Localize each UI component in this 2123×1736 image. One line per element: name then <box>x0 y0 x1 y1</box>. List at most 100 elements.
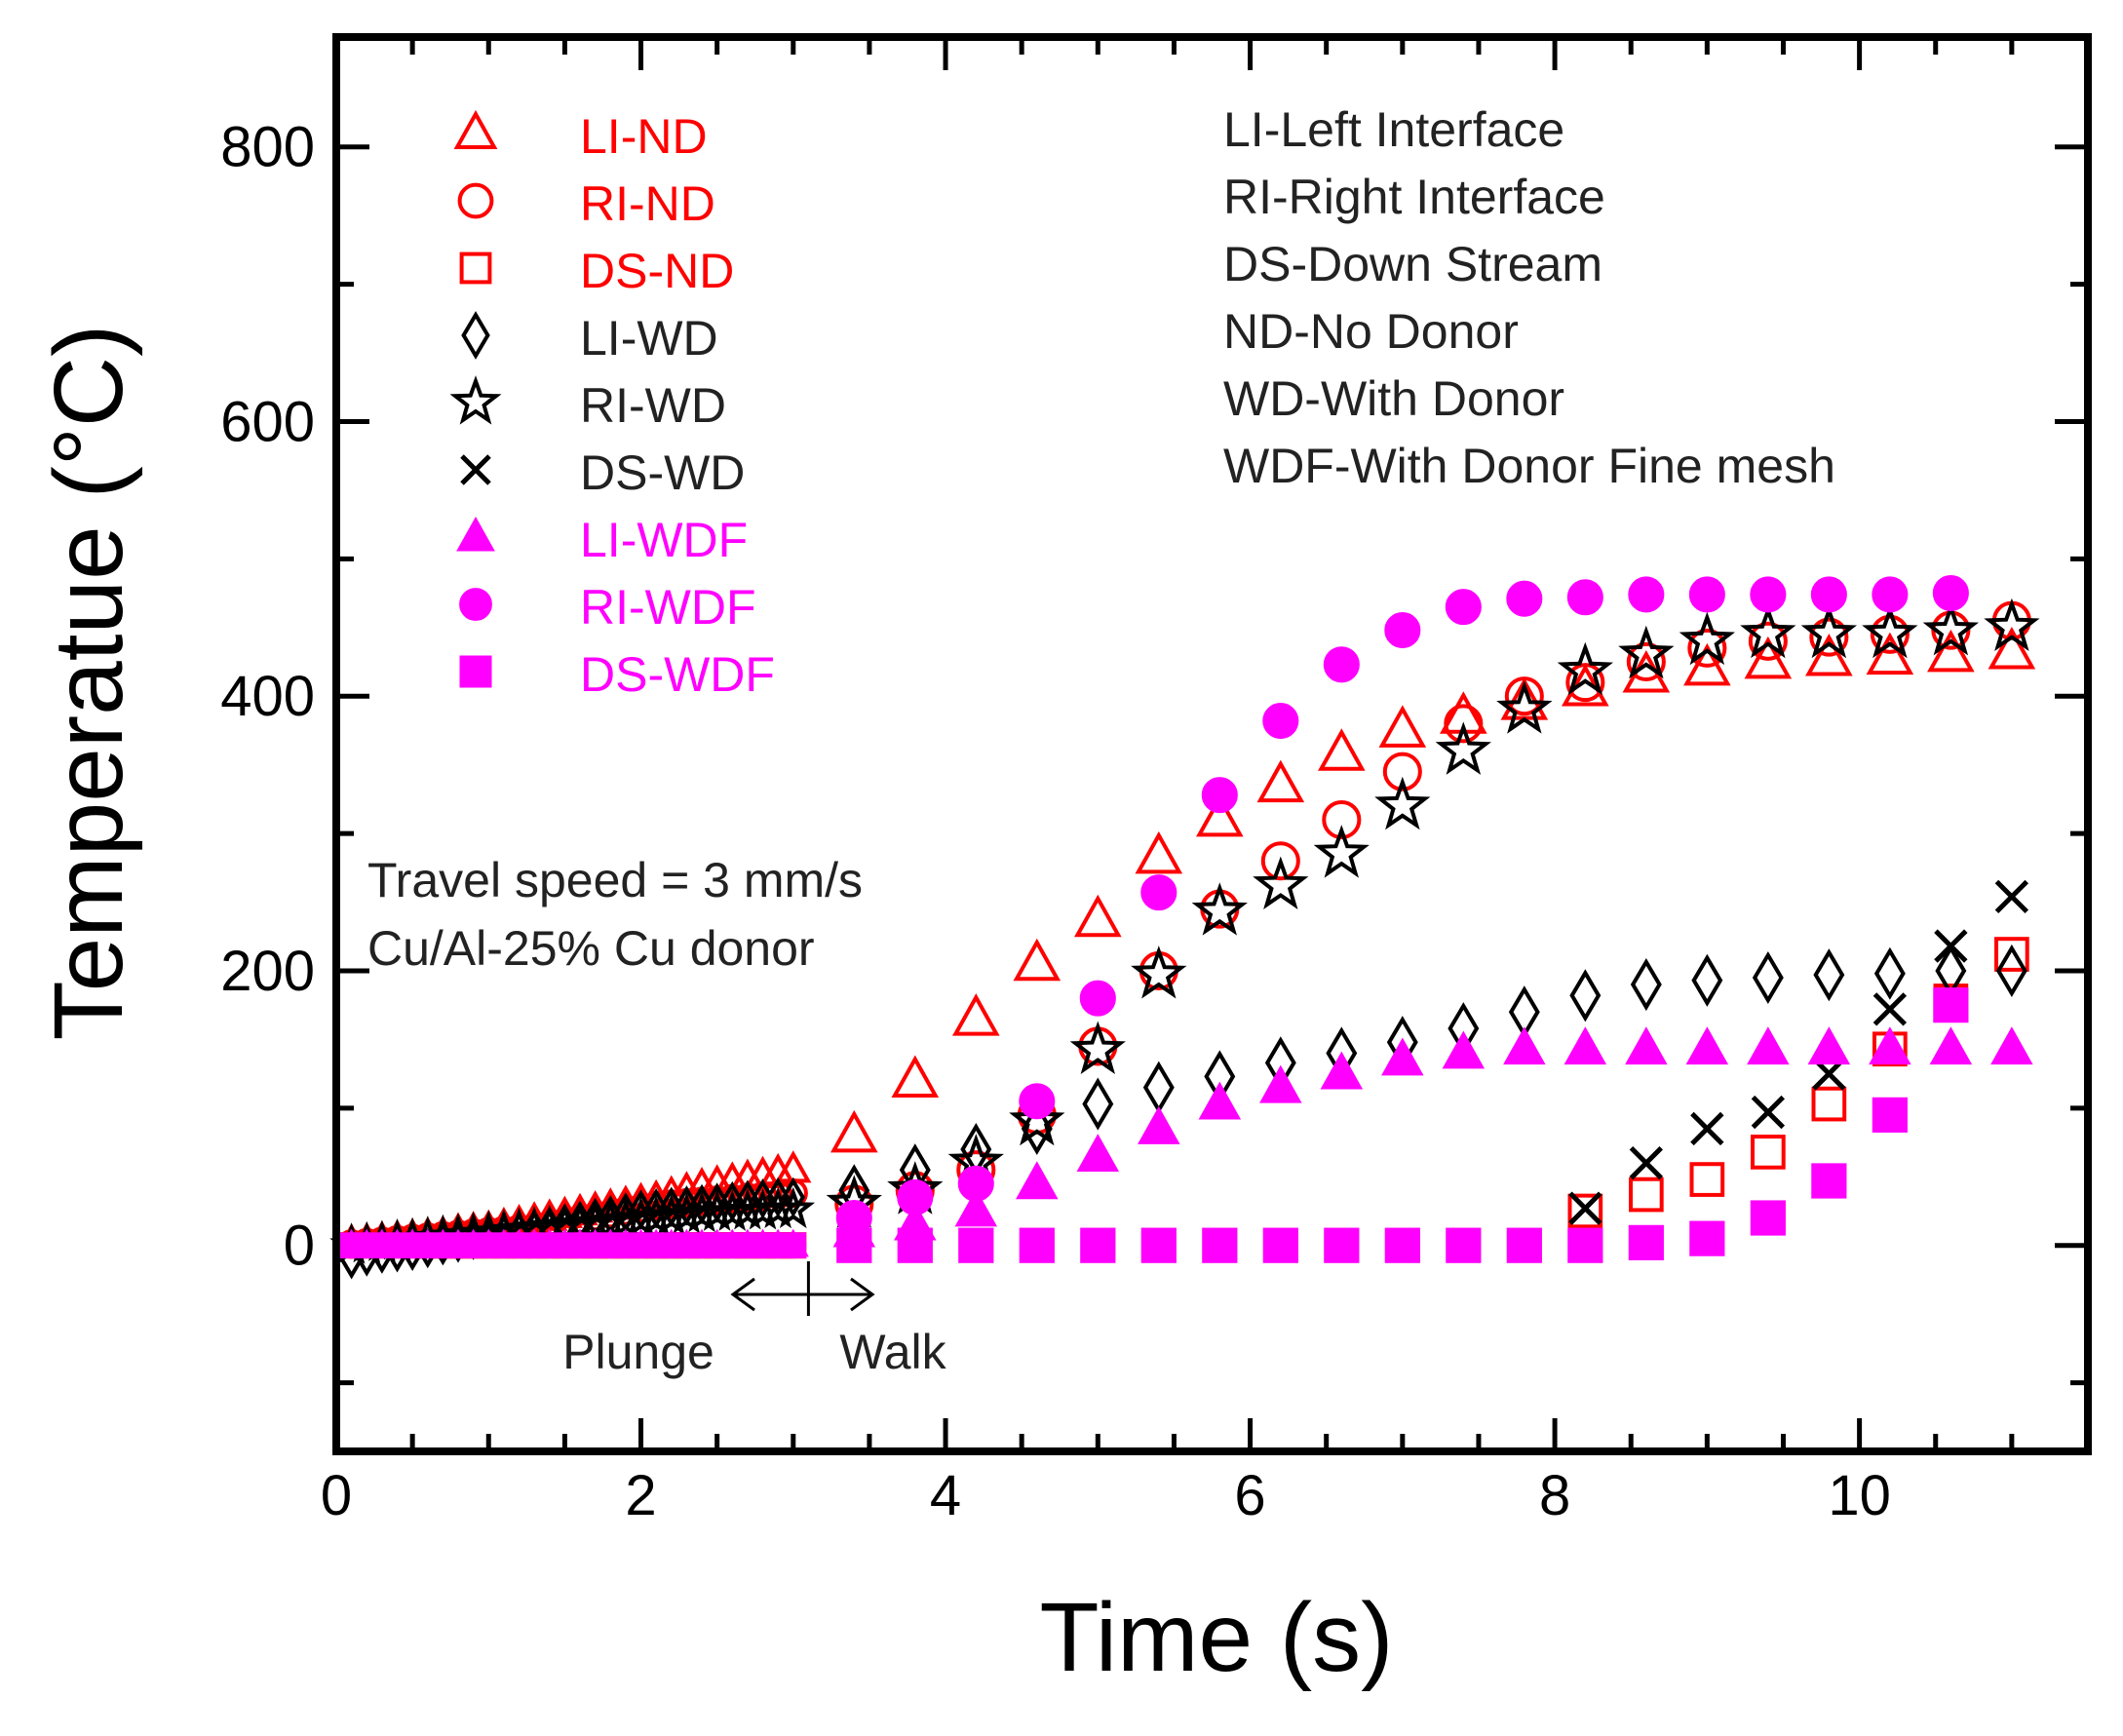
data-point <box>1313 825 1370 878</box>
data-point <box>1259 1064 1302 1103</box>
data-point <box>957 1165 994 1202</box>
data-point <box>1079 980 1116 1017</box>
data-point <box>1630 957 1662 1012</box>
x-tick-label: 0 <box>321 1464 352 1527</box>
arrow-head-right <box>850 1277 875 1312</box>
data-point <box>1504 676 1544 716</box>
data-point <box>1196 793 1244 837</box>
data-point <box>1994 937 2029 972</box>
data-point <box>1679 611 1736 666</box>
x-tick-labels: 0 2 4 6 8 10 <box>321 1464 1891 1527</box>
data-point <box>1932 574 1969 612</box>
data-point <box>1138 1105 1180 1144</box>
data-point <box>1019 1227 1055 1263</box>
data-point <box>1202 1227 1238 1263</box>
legend-marker <box>457 182 494 219</box>
data-point <box>1751 1095 1786 1130</box>
y-axis-title: Temperatue (°C) <box>34 325 143 1041</box>
data-point <box>954 1188 998 1227</box>
data-point <box>1748 621 1788 661</box>
data-point <box>1810 576 1847 613</box>
data-point <box>836 1227 872 1263</box>
data-point <box>1016 1161 1059 1200</box>
data-point <box>1862 604 1918 659</box>
data-point <box>1496 680 1553 734</box>
data-point <box>1565 663 1605 703</box>
legend-marker <box>459 251 492 285</box>
x-tick-label: 2 <box>625 1464 656 1527</box>
data-point <box>1618 625 1675 679</box>
data-point <box>1563 1026 1607 1065</box>
data-point <box>1809 617 1849 657</box>
data-point <box>1994 879 2029 914</box>
data-point <box>1076 1134 1120 1173</box>
plot-markers <box>329 574 2040 1280</box>
data-point <box>1318 728 1366 771</box>
walk-label: Walk <box>839 1325 946 1379</box>
data-point <box>1503 1026 1546 1065</box>
abbreviation-item: DS-Down Stream <box>1223 237 1602 291</box>
data-point <box>1445 589 1482 626</box>
data-point <box>1752 950 1784 1005</box>
data-point <box>1750 1200 1786 1236</box>
data-point <box>1568 1191 1602 1225</box>
data-point <box>830 1109 878 1153</box>
abbreviation-item: RI-Right Interface <box>1223 170 1605 224</box>
data-point <box>1381 1037 1424 1076</box>
x-axis-title: Time (s) <box>1040 1583 1394 1692</box>
data-point <box>1870 614 1910 654</box>
data-point <box>1069 1021 1126 1074</box>
data-point <box>897 1178 934 1215</box>
data-point <box>1435 721 1491 775</box>
data-point <box>1750 576 1787 613</box>
data-point <box>1569 969 1602 1022</box>
data-point <box>1929 1026 1973 1065</box>
legend-label: LI-WDF <box>580 513 748 567</box>
data-point <box>1747 1026 1790 1065</box>
abbreviation-item: WDF-With Donor Fine mesh <box>1223 439 1835 493</box>
data-point <box>1382 752 1422 791</box>
data-point <box>1751 1135 1786 1170</box>
legend-marker <box>461 311 490 360</box>
legend-marker <box>449 375 502 425</box>
data-point <box>1873 946 1906 1000</box>
data-point <box>780 1232 807 1258</box>
abbreviation-item: LI-Left Interface <box>1223 102 1564 157</box>
legend-marker <box>460 454 491 485</box>
data-point <box>1811 1086 1847 1122</box>
data-point <box>1629 1177 1664 1213</box>
data-point <box>1628 576 1665 613</box>
data-point <box>1262 1227 1298 1263</box>
legend: LI-ND RI-ND DS-ND LI-WD RI-WD DS-WD LI-WDF RI-W… <box>449 109 775 702</box>
y-tick-label: 0 <box>284 1215 315 1278</box>
data-point <box>1384 612 1421 649</box>
legend-marker <box>459 655 492 688</box>
abbreviation-key: LI-Left Interface RI-Right Interface DS-Do… <box>1223 102 1835 493</box>
data-point <box>1442 1030 1486 1069</box>
data-point <box>1689 1220 1725 1256</box>
plot-frame <box>332 33 2092 1455</box>
data-point <box>1557 641 1614 696</box>
data-point <box>1689 1162 1725 1197</box>
data-point <box>1872 992 1908 1026</box>
data-point <box>1322 799 1362 840</box>
data-point <box>1082 1077 1114 1131</box>
data-point <box>1872 1097 1908 1133</box>
data-point <box>1374 776 1431 830</box>
data-point <box>1323 646 1360 683</box>
data-point <box>1253 856 1309 909</box>
data-point <box>1013 938 1062 982</box>
data-point <box>765 1177 791 1218</box>
data-point <box>1995 944 2027 997</box>
data-point <box>1744 636 1793 679</box>
data-point <box>1444 704 1484 744</box>
data-point <box>1191 882 1248 936</box>
data-point <box>1009 1092 1065 1146</box>
y-tick-label: 400 <box>220 665 315 728</box>
travel-speed-note: Travel speed = 3 mm/s <box>367 853 863 907</box>
data-point <box>1260 841 1300 881</box>
series-ds-wdf <box>338 987 1969 1263</box>
data-point <box>1140 1227 1177 1263</box>
legend-label: RI-WDF <box>580 580 756 635</box>
data-point <box>1135 830 1183 874</box>
